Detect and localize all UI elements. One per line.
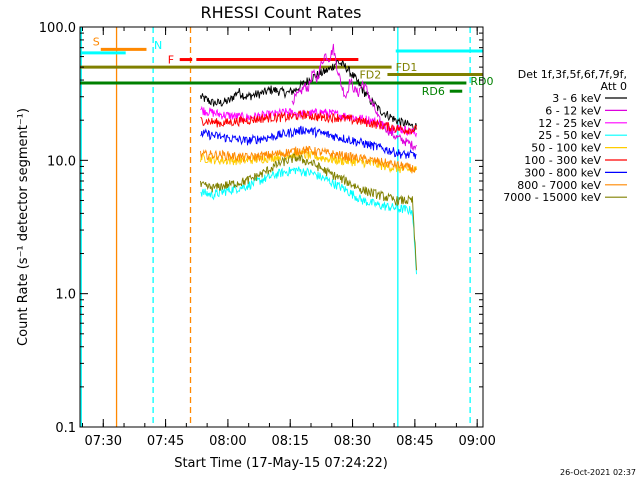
legend-title: Det 1f,3f,5f,6f,7f,9f,: [518, 68, 627, 81]
annotation-label: RD0: [470, 75, 493, 88]
legend-entry-label: 7000 - 15000 keV: [503, 191, 601, 204]
vertical-markers: [80, 27, 471, 427]
legend-entry-label: 3 - 6 keV: [552, 92, 601, 105]
legend-entry-label: 25 - 50 keV: [538, 129, 601, 142]
annotation-label: FD2: [359, 69, 381, 82]
annotation-label: RD6: [422, 85, 445, 98]
series-line: [200, 145, 417, 174]
series-line: [200, 109, 417, 135]
y-tick-label: 1.0: [55, 288, 76, 303]
annotation-label: S: [93, 35, 100, 48]
legend-entry-label: 800 - 7000 keV: [517, 179, 601, 192]
x-axis-label: Start Time (17-May-15 07:24:22): [174, 456, 388, 471]
x-tick-label: 08:00: [209, 434, 246, 449]
x-tick-label: 08:30: [334, 434, 371, 449]
y-tick-label: 10.0: [47, 154, 76, 169]
annotation-label: F: [168, 54, 174, 67]
x-tick-label: 08:15: [271, 434, 308, 449]
chart-title: RHESSI Count Rates: [201, 3, 362, 22]
plot-frame: [79, 26, 484, 428]
series-line: [291, 43, 417, 152]
series-line: [200, 60, 417, 132]
x-axis: 07:30 07:45 08:00 08:15 08:30 08:45 09:00: [81, 27, 496, 449]
legend-entry-label: 50 - 100 keV: [531, 142, 601, 155]
series-lines: [200, 43, 417, 275]
legend-entry-label: 12 - 25 keV: [538, 117, 601, 130]
y-tick-label: 0.1: [55, 421, 76, 436]
legend-title: Att 0: [601, 80, 627, 93]
annotation-label: FD1: [396, 61, 418, 74]
y-axis: 0.1 1.0 10.0 100.0: [39, 21, 483, 436]
series-line: [200, 166, 417, 275]
x-tick-label: 07:30: [85, 434, 122, 449]
annotation-bars: S NF FD1 FD2 RD0 RD6: [80, 35, 494, 98]
x-tick-label: 07:45: [147, 434, 184, 449]
legend-entry-label: 6 - 12 keV: [545, 104, 601, 117]
series-line: [200, 153, 417, 271]
y-axis-label: Count Rate (s⁻¹ detector segment⁻¹): [16, 108, 31, 346]
annotation-label: N: [154, 39, 162, 52]
series-line: [200, 125, 417, 160]
x-tick-label: 09:00: [458, 434, 495, 449]
legend-entry-label: 100 - 300 keV: [524, 154, 601, 167]
footer-timestamp: 26-Oct-2021 02:37: [560, 468, 636, 477]
y-tick-label: 100.0: [39, 21, 76, 36]
legend-entry-label: 300 - 800 keV: [524, 166, 601, 179]
x-tick-label: 08:45: [396, 434, 433, 449]
